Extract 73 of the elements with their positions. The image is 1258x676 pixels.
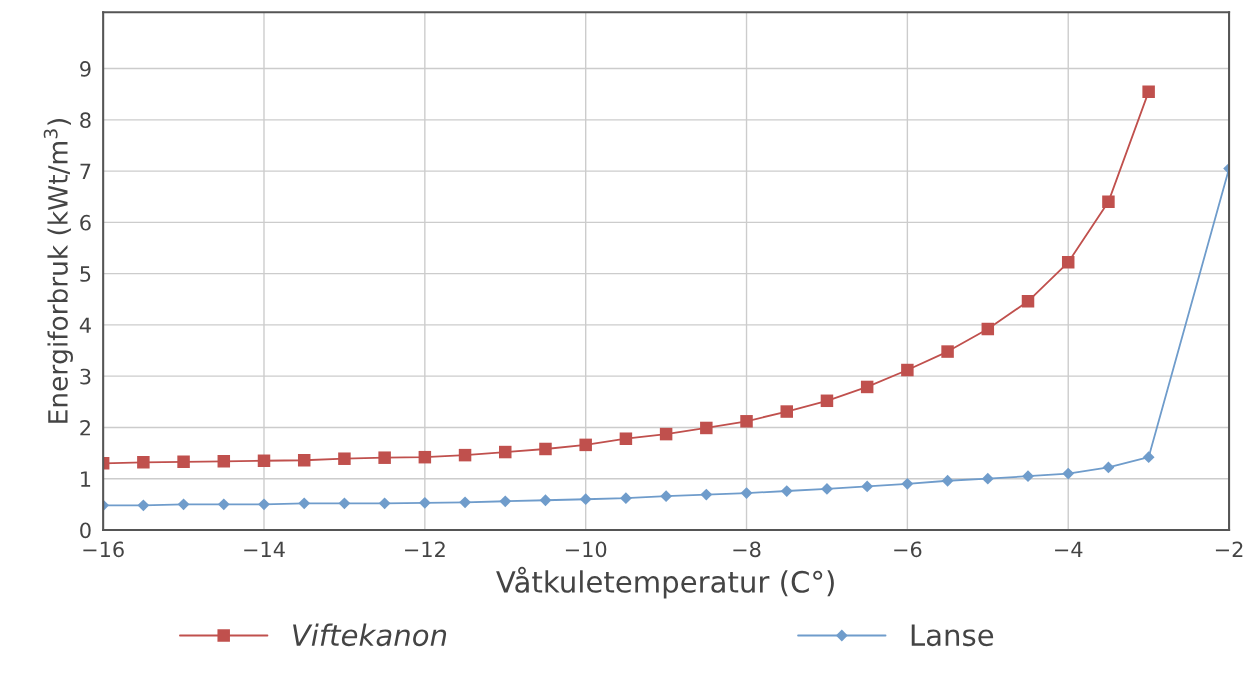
point xyxy=(539,442,552,456)
x-tick-label: −6 xyxy=(894,541,922,558)
point xyxy=(1021,295,1035,308)
point xyxy=(1102,461,1115,474)
point xyxy=(539,494,552,507)
point xyxy=(660,490,672,503)
point xyxy=(338,497,351,510)
point xyxy=(297,454,311,467)
point xyxy=(901,363,914,377)
point xyxy=(820,394,834,408)
point xyxy=(458,448,472,462)
point xyxy=(418,496,431,509)
point xyxy=(459,496,471,509)
y-tick-label: 7 xyxy=(80,163,91,180)
point xyxy=(258,498,270,511)
x-axis-title: Våtkuletemperatur (C°) xyxy=(496,566,834,599)
y-tick-label: 8 xyxy=(80,112,91,129)
y-tick-label: 9 xyxy=(80,61,91,77)
x-tick-label: −4 xyxy=(1055,541,1083,557)
point xyxy=(217,455,231,468)
legend-label: Lanse xyxy=(911,624,994,647)
point xyxy=(1022,470,1034,483)
point xyxy=(780,485,793,497)
point xyxy=(418,450,432,464)
point xyxy=(1061,256,1075,269)
x-tick-label: −8 xyxy=(733,541,761,558)
y-tick-label: 3 xyxy=(80,368,91,385)
y-tick-label: 1 xyxy=(81,471,91,487)
y-tick-label: 4 xyxy=(79,317,91,333)
point xyxy=(177,455,190,469)
point xyxy=(1142,85,1155,98)
point xyxy=(579,438,592,452)
y-tick-label: 0 xyxy=(80,522,91,539)
point xyxy=(700,488,713,501)
point xyxy=(861,480,874,493)
point xyxy=(177,498,190,511)
point xyxy=(1142,451,1155,464)
x-tick-label: −10 xyxy=(565,541,607,558)
point xyxy=(941,474,954,487)
y-tick-label: 5 xyxy=(80,266,91,282)
point xyxy=(901,477,914,490)
y-tick-label: 2 xyxy=(80,419,90,436)
x-tick-label: −12 xyxy=(405,541,445,557)
point xyxy=(298,497,311,510)
point xyxy=(378,451,391,464)
point xyxy=(981,472,994,485)
point xyxy=(740,487,753,499)
point xyxy=(137,499,150,512)
point xyxy=(499,445,512,459)
y-tick-label: 6 xyxy=(80,214,91,231)
point xyxy=(780,405,793,418)
point xyxy=(981,322,995,336)
x-tick-label: −14 xyxy=(244,541,285,557)
point xyxy=(217,498,230,511)
point xyxy=(137,456,150,469)
x-tick-label: −16 xyxy=(83,541,124,558)
point xyxy=(860,380,874,394)
point xyxy=(659,427,673,441)
point xyxy=(740,415,753,428)
point xyxy=(1062,467,1075,480)
legend-label: Viftekanon xyxy=(293,623,447,647)
x-tick-label: −2 xyxy=(1215,541,1243,557)
point xyxy=(619,432,633,445)
point xyxy=(499,495,512,508)
point xyxy=(579,493,592,506)
point xyxy=(378,497,391,510)
point xyxy=(700,421,713,435)
point xyxy=(257,454,271,468)
y-axis-title: Energiforbruk (kWt/m$^{3}$) xyxy=(43,119,73,423)
point xyxy=(1102,195,1115,209)
point xyxy=(941,345,954,358)
point xyxy=(338,452,351,465)
point xyxy=(620,492,632,505)
